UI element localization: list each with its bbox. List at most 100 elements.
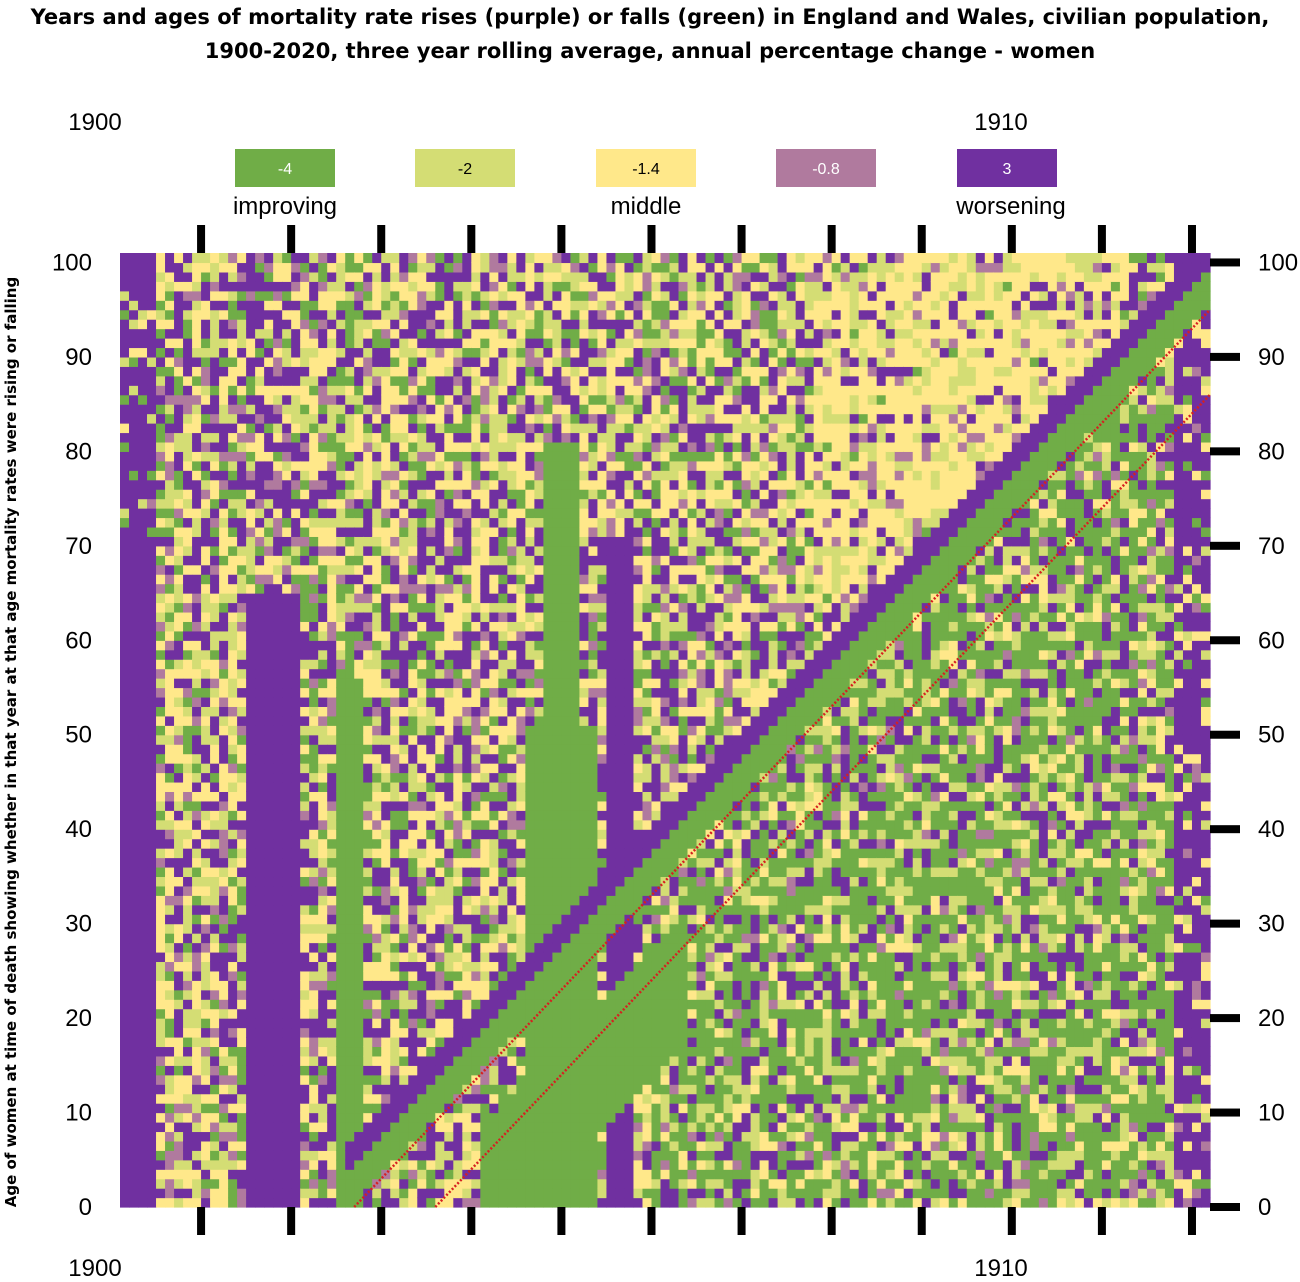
- heatmap-cell: [354, 366, 364, 377]
- heatmap-cell: [228, 687, 238, 698]
- heatmap-cell: [237, 696, 247, 707]
- heatmap-cell: [354, 961, 364, 972]
- heatmap-cell: [543, 356, 553, 367]
- heatmap-cell: [489, 829, 499, 840]
- heatmap-cell: [120, 290, 130, 301]
- heatmap-cell: [264, 1178, 274, 1189]
- heatmap-cell: [381, 489, 391, 500]
- heatmap-cell: [336, 1131, 346, 1142]
- heatmap-cell: [426, 885, 436, 896]
- heatmap-cell: [435, 356, 445, 367]
- heatmap-cell: [552, 1188, 563, 1199]
- heatmap-cell: [435, 1169, 445, 1180]
- heatmap-cell: [282, 696, 292, 707]
- heatmap-cell: [408, 772, 418, 783]
- heatmap-cell: [498, 574, 508, 585]
- heatmap-cell: [156, 1169, 166, 1180]
- heatmap-cell: [525, 356, 535, 367]
- heatmap-cell: [327, 375, 337, 386]
- heatmap-cell: [471, 876, 481, 887]
- heatmap-cell: [444, 1055, 454, 1066]
- heatmap-cell: [480, 980, 490, 991]
- heatmap-cell: [516, 564, 526, 575]
- heatmap-cell: [282, 1140, 292, 1151]
- heatmap-cell: [156, 366, 166, 377]
- heatmap-cell: [426, 1159, 436, 1170]
- heatmap-cell: [354, 611, 364, 622]
- heatmap-cell: [282, 347, 292, 358]
- heatmap-cell: [291, 1188, 301, 1199]
- heatmap-cell: [165, 356, 175, 367]
- heatmap-cell: [336, 895, 346, 906]
- heatmap-cell: [219, 734, 229, 745]
- heatmap-cell: [201, 498, 211, 509]
- heatmap-cell: [480, 489, 490, 500]
- heatmap-cell: [444, 970, 454, 981]
- heatmap-cell: [552, 394, 563, 405]
- heatmap-cell: [462, 460, 472, 471]
- heatmap-cell: [264, 574, 274, 585]
- heatmap-cell: [534, 347, 544, 358]
- heatmap-cell: [426, 1188, 436, 1199]
- heatmap-cell: [120, 253, 130, 264]
- heatmap-cell: [309, 772, 319, 783]
- heatmap-cell: [192, 715, 202, 726]
- heatmap-cell: [210, 385, 220, 396]
- heatmap-cell: [255, 1169, 265, 1180]
- heatmap-cell: [291, 1055, 301, 1066]
- heatmap-cell: [255, 1159, 265, 1170]
- heatmap-cell: [408, 508, 418, 519]
- heatmap-cell: [345, 876, 355, 887]
- heatmap-cell: [228, 470, 238, 481]
- heatmap-cell: [399, 753, 409, 764]
- heatmap-cell: [534, 800, 544, 811]
- heatmap-cell: [201, 810, 211, 821]
- heatmap-cell: [120, 904, 130, 915]
- heatmap-cell: [471, 338, 481, 349]
- heatmap-cell: [390, 281, 400, 292]
- heatmap-cell: [336, 526, 346, 537]
- heatmap-cell: [156, 914, 166, 925]
- heatmap-cell: [327, 545, 337, 556]
- heatmap-cell: [120, 404, 130, 415]
- heatmap-cell: [138, 800, 148, 811]
- heatmap-cell: [336, 1074, 346, 1085]
- heatmap-cell: [507, 385, 517, 396]
- heatmap-cell: [291, 999, 301, 1010]
- heatmap-cell: [498, 470, 508, 481]
- heatmap-cell: [444, 819, 454, 830]
- heatmap-cell: [282, 536, 292, 547]
- heatmap-cell: [282, 1093, 292, 1104]
- heatmap-cell: [246, 668, 256, 679]
- heatmap-cell: [291, 347, 301, 358]
- heatmap-cell: [327, 1197, 337, 1208]
- heatmap-cell: [300, 1036, 310, 1048]
- heatmap-cell: [309, 734, 319, 745]
- heatmap-cell: [291, 829, 301, 840]
- heatmap-cell: [129, 876, 139, 887]
- heatmap-cell: [462, 1093, 472, 1104]
- heatmap-cell: [174, 1178, 184, 1189]
- heatmap-cell: [309, 848, 319, 859]
- heatmap-cell: [489, 1093, 499, 1104]
- heatmap-cell: [336, 1178, 346, 1189]
- heatmap-cell: [237, 678, 247, 689]
- heatmap-cell: [390, 498, 400, 509]
- heatmap-cell: [147, 526, 157, 537]
- heatmap-cell: [471, 970, 481, 981]
- heatmap-cell: [372, 791, 382, 802]
- heatmap-cell: [246, 1055, 256, 1066]
- heatmap-cell: [228, 715, 238, 726]
- heatmap-cell: [363, 999, 373, 1010]
- heatmap-cell: [354, 923, 364, 934]
- heatmap-cell: [147, 281, 157, 292]
- heatmap-cell: [426, 423, 436, 434]
- heatmap-cell: [309, 649, 319, 660]
- heatmap-cell: [435, 413, 445, 424]
- heatmap-cell: [246, 1131, 256, 1142]
- heatmap-cell: [129, 347, 139, 358]
- heatmap-cell: [174, 933, 184, 944]
- heatmap-cell: [210, 819, 220, 830]
- heatmap-cell: [336, 687, 346, 698]
- heatmap-cell: [444, 980, 454, 991]
